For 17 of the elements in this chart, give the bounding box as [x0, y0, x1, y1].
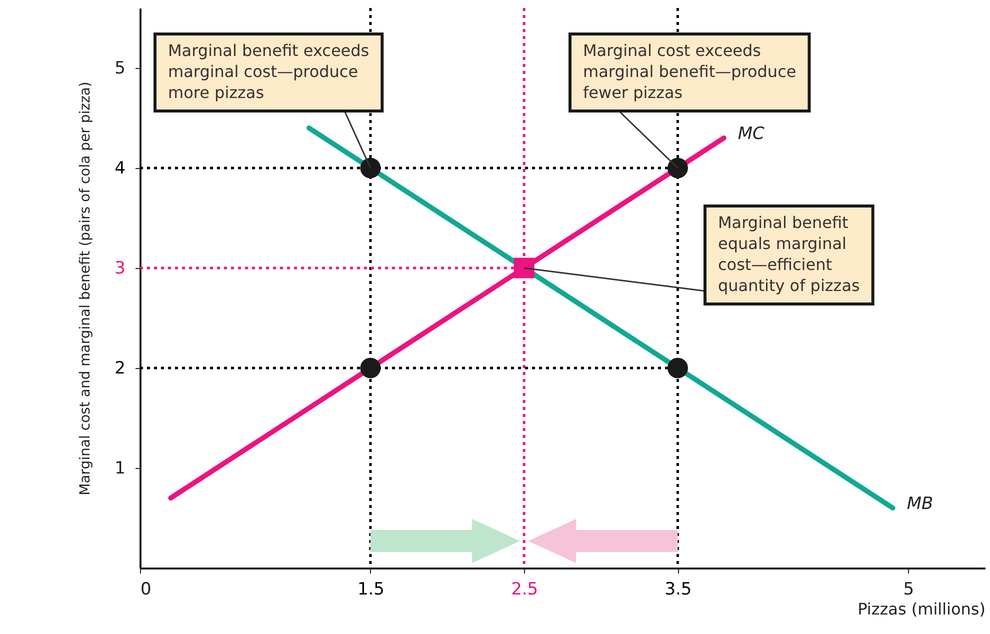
series-label: MC — [738, 124, 764, 144]
y-tick-label: 4 — [114, 158, 126, 178]
annotation: Marginal benefit exceeds marginal cost—produce more pizzas — [168, 41, 370, 102]
series-label: MB — [906, 494, 934, 514]
x-tick-label: 5 — [903, 580, 914, 600]
y-tick-label: 2 — [114, 358, 126, 378]
x-tick-label: 2.5 — [511, 580, 538, 600]
x-tick-label: 0 — [140, 580, 152, 600]
annotation: Marginal cost exceeds marginal benefit—produce fewer pizzas — [583, 41, 796, 102]
y-tick-label: 5 — [114, 58, 126, 78]
annotation: Marginal benefit equals marginal cost—efficient quantity of pizzas — [718, 213, 860, 295]
x-tick-label: 1.5 — [357, 580, 384, 600]
y-tick-label: 1 — [114, 458, 126, 478]
y-tick-label: 3 — [114, 258, 126, 278]
y-axis-title: Marginal cost and marginal benefit (pairs of cola per pizza) — [78, 82, 94, 496]
x-tick-label: 3.5 — [664, 580, 692, 600]
x-axis-title: Pizzas (millions) — [858, 600, 986, 618]
